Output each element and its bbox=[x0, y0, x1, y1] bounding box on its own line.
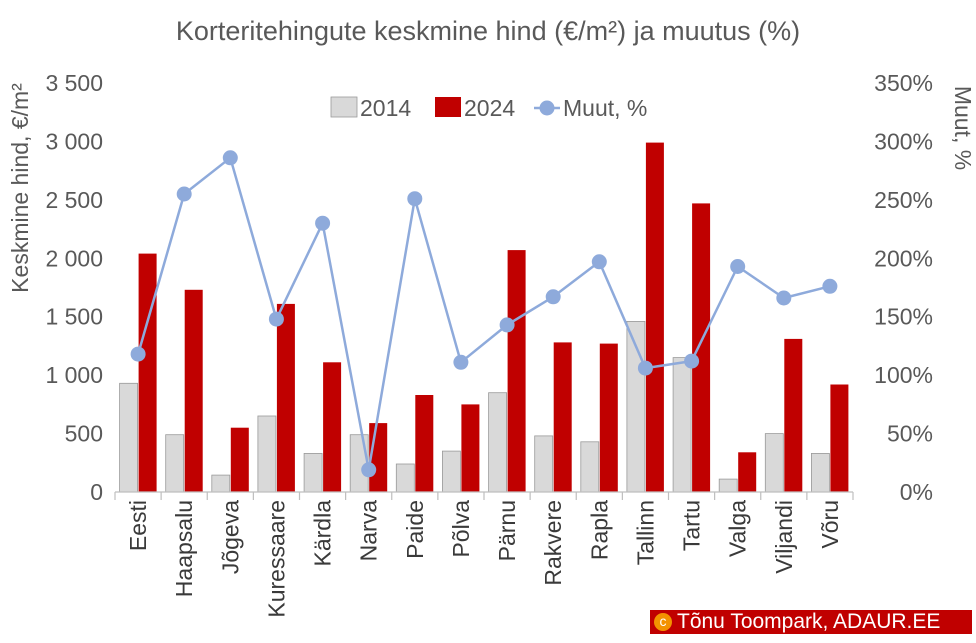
bar-2014 bbox=[672, 357, 692, 493]
line-point bbox=[684, 353, 700, 369]
bar-2014 bbox=[718, 478, 738, 493]
bar-2014 bbox=[257, 415, 277, 493]
bar-2024 bbox=[738, 452, 757, 492]
x-axis-tick-label: Rapla bbox=[586, 500, 612, 560]
bar-2024 bbox=[553, 342, 572, 492]
bar-2014 bbox=[441, 450, 461, 493]
line-point bbox=[822, 278, 838, 294]
line-point bbox=[591, 254, 607, 270]
bar-2024 bbox=[323, 362, 342, 492]
x-axis-tick-label: Kärdla bbox=[310, 500, 336, 567]
bar-2014 bbox=[811, 452, 830, 493]
x-axis-tick-label: Viljandi bbox=[771, 500, 797, 574]
line-muut bbox=[136, 156, 831, 472]
legend-swatch-2014 bbox=[330, 96, 358, 118]
bar-2024 bbox=[599, 343, 618, 492]
right-axis-tick-label: 0% bbox=[900, 479, 933, 505]
x-axis-tick-label: Võru bbox=[817, 500, 843, 549]
line-point bbox=[637, 360, 653, 376]
x-axis: Eesti Haapsalu Jõgeva Kuressaare Kärdla Narva… bbox=[114, 491, 854, 618]
x-axis-tick-label: Valga bbox=[725, 500, 751, 557]
line-point bbox=[130, 346, 146, 362]
line-point bbox=[268, 311, 284, 327]
x-axis-tick-label: Haapsalu bbox=[171, 500, 197, 597]
copyright-icon: c bbox=[654, 613, 672, 631]
bar-2024 bbox=[645, 142, 664, 492]
right-axis-tick-label: 50% bbox=[887, 421, 933, 447]
bar-2024 bbox=[230, 427, 249, 492]
x-axis-tick-label: Tartu bbox=[679, 500, 705, 551]
x-axis-tick-label: Tallinn bbox=[632, 500, 658, 565]
x-axis-tick-label: Narva bbox=[356, 500, 382, 562]
legend-label-2014: 2014 bbox=[360, 95, 411, 121]
left-axis-tick-label: 3 000 bbox=[45, 128, 103, 154]
x-axis-tick-label: Pärnu bbox=[494, 500, 520, 561]
x-axis-tick-label: Kuressaare bbox=[263, 500, 289, 618]
bar-2014 bbox=[534, 435, 554, 493]
legend: 2014 2024 Muut, % bbox=[330, 95, 647, 121]
right-axis-tick-label: 350% bbox=[874, 70, 933, 96]
bar-2014 bbox=[580, 441, 600, 493]
copyright-text: Tõnu Toompark, ADAUR.EE bbox=[677, 610, 941, 633]
x-axis-tick-label: Jõgeva bbox=[217, 500, 243, 574]
legend-marker-muut bbox=[539, 100, 555, 116]
copyright-badge: c Tõnu Toompark, ADAUR.EE bbox=[650, 610, 972, 634]
bar-2024 bbox=[692, 203, 711, 492]
line-point bbox=[176, 186, 192, 202]
left-axis-tick-label: 3 500 bbox=[45, 70, 103, 96]
chart-title: Korteritehingute keskmine hind (€/m²) ja… bbox=[176, 16, 800, 46]
bar-2024 bbox=[276, 303, 295, 492]
line-point bbox=[499, 317, 515, 333]
line-point bbox=[545, 289, 561, 305]
bar-2014 bbox=[395, 463, 415, 493]
left-axis-tick-label: 2 500 bbox=[45, 187, 103, 213]
left-axis-tick-label: 1 500 bbox=[45, 304, 103, 330]
right-axis: 0% 50% 100% 150% 200% 250% 300% 350% bbox=[874, 70, 933, 505]
line-point bbox=[222, 150, 238, 166]
bar-2024 bbox=[784, 338, 803, 492]
legend-label-2024: 2024 bbox=[464, 95, 515, 121]
bar-2014 bbox=[211, 474, 231, 493]
legend-swatch-2024 bbox=[435, 97, 461, 117]
line-series bbox=[130, 150, 838, 478]
bar-2014 bbox=[488, 392, 508, 493]
bar-2024 bbox=[461, 404, 480, 492]
left-axis-tick-label: 1 000 bbox=[45, 362, 103, 388]
line-point bbox=[776, 290, 792, 306]
legend-label-muut: Muut, % bbox=[563, 95, 647, 121]
bar-series bbox=[119, 142, 849, 493]
line-point bbox=[361, 462, 377, 478]
bar-2024 bbox=[830, 384, 849, 492]
bar-2014 bbox=[165, 434, 185, 493]
line-point bbox=[315, 215, 331, 231]
right-axis-tick-label: 300% bbox=[874, 128, 933, 154]
right-axis-tick-label: 250% bbox=[874, 187, 933, 213]
bar-2014 bbox=[764, 433, 784, 493]
y-axis-title-right: Muut, % bbox=[950, 86, 976, 170]
x-axis-tick-label: Eesti bbox=[125, 500, 151, 551]
right-axis-tick-label: 150% bbox=[874, 304, 933, 330]
x-axis-tick-label: Paide bbox=[402, 500, 428, 559]
left-axis-tick-label: 500 bbox=[65, 421, 103, 447]
left-axis-tick-label: 0 bbox=[90, 479, 103, 505]
right-axis-tick-label: 100% bbox=[874, 362, 933, 388]
bar-2014 bbox=[119, 382, 138, 493]
x-axis-tick-label: Põlva bbox=[448, 500, 474, 558]
line-point bbox=[730, 259, 746, 274]
line-point bbox=[407, 191, 423, 207]
bar-2024 bbox=[138, 253, 157, 492]
left-axis-tick-label: 2 000 bbox=[45, 245, 103, 271]
y-axis-title-left: Keskmine hind, €/m² bbox=[7, 83, 33, 293]
left-axis: 0 500 1 000 1 500 2 000 2 500 3 000 3 500 bbox=[45, 70, 103, 505]
bar-2024 bbox=[507, 250, 526, 492]
bar-2024 bbox=[415, 395, 434, 492]
right-axis-tick-label: 200% bbox=[874, 245, 933, 271]
bar-2024 bbox=[184, 289, 203, 492]
bar-2014 bbox=[303, 452, 323, 493]
x-axis-tick-label: Rakvere bbox=[540, 500, 566, 586]
line-point bbox=[453, 354, 469, 370]
